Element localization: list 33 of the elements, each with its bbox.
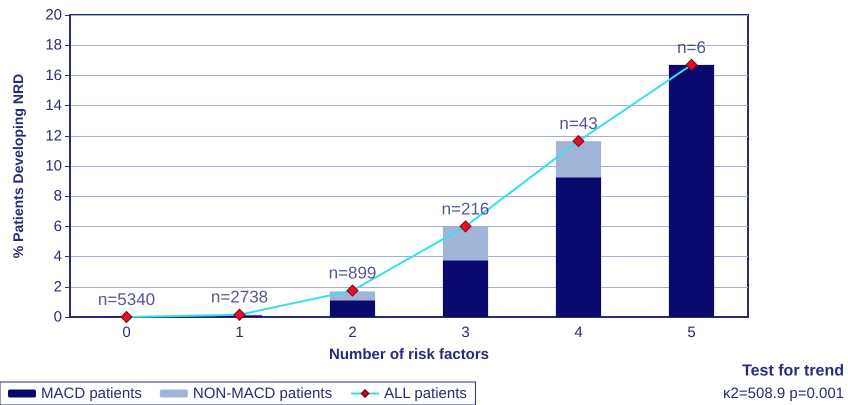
x-axis-title: Number of risk factors [328,346,490,363]
x-tick-label: 4 [574,324,583,341]
legend-label: ALL patients [384,385,467,402]
annotation: n=5340 [98,290,156,309]
x-tick-label: 2 [348,324,357,341]
x-tick-label: 3 [461,324,470,341]
y-tick-label: 2 [54,278,62,296]
text: κ2=508.9 p=0.001 [723,385,844,402]
y-tick-label: 20 [45,6,62,24]
y-tick-label: 4 [54,248,62,266]
y-axis-title: % Patients Developing NRD [10,74,26,258]
y-tick-label: 10 [45,158,62,174]
annotation: n=2738 [210,288,268,307]
legend-label: MACD patients [41,385,142,402]
y-tick-label: 18 [45,36,62,54]
x-tick-label: 0 [122,324,131,341]
x-tick-label: 5 [687,324,696,341]
x-tick-label: 1 [235,324,244,341]
text: Test for trend [742,362,844,380]
annotation: n=43 [559,114,598,134]
legend-label: NON-MACD patients [192,385,332,402]
annotation: n=899 [328,264,376,283]
y-tick-label: 14 [45,97,62,114]
bar [556,177,602,317]
y-tick-label: 16 [45,66,62,84]
y-tick-label: 6 [54,218,62,235]
bar [668,64,714,317]
y-tick-label: 12 [45,127,62,144]
bar [330,300,376,317]
annotation: n=216 [442,199,490,218]
y-tick-label: 0 [54,308,62,326]
bar [442,260,488,317]
y-tick-label: 8 [54,188,62,205]
